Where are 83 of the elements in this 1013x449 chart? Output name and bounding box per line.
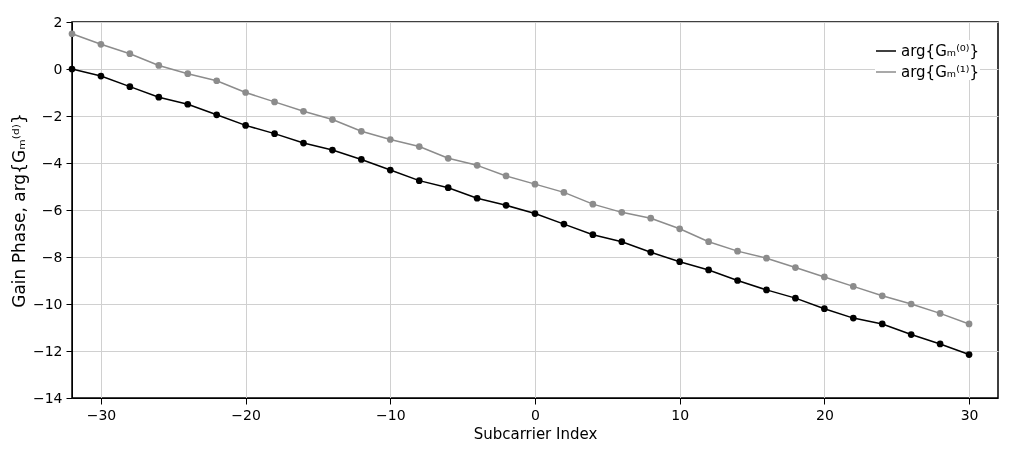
point [647,214,655,222]
point [849,283,857,290]
point [126,50,134,58]
x-axis-title: Subcarrier Index [473,424,598,443]
point [849,314,857,322]
point [647,248,655,256]
y-tick-label: 2 [53,13,63,30]
x-tick-label: −20 [231,406,261,423]
point [763,286,770,294]
point [97,40,105,48]
point [329,116,336,123]
point [792,264,799,271]
point [213,111,221,119]
y-tick-label: −6 [41,201,63,218]
x-tick-label: −30 [86,406,117,423]
y-tick-label: −2 [41,107,63,124]
x-tick-label: 20 [815,406,834,423]
x-tick-label: −10 [376,406,406,423]
point [821,305,828,313]
point [531,210,539,217]
point [155,62,163,69]
point [618,238,626,246]
point [734,247,741,255]
point [126,83,134,90]
y-tick-label: 0 [53,60,63,77]
point [705,238,712,246]
point [300,107,307,115]
point [531,180,539,188]
point [386,136,394,143]
point [386,166,394,174]
point [676,258,684,266]
point [705,266,712,274]
point [184,100,192,108]
x-tick-label: 0 [531,406,540,423]
point [358,127,365,135]
point [473,194,481,202]
point [936,310,944,317]
point [155,93,163,101]
point [734,277,741,284]
point [242,89,249,96]
point [560,220,568,228]
point [965,351,973,358]
point [300,139,307,147]
y-tick-label: −8 [41,248,63,265]
point [415,177,423,184]
point [271,130,278,137]
point [560,189,568,196]
point [763,254,770,262]
point [271,98,278,106]
point [213,77,221,85]
point [965,320,973,328]
legend-label: arg{Gₘ⁽¹⁾} [901,63,980,81]
point [329,146,336,154]
point [936,340,944,348]
point [589,200,597,208]
point [502,172,510,180]
point [907,331,915,338]
point [444,154,452,162]
point [242,122,249,129]
y-tick-label: −4 [41,154,63,171]
point [792,294,799,302]
x-tick-label: 10 [671,406,690,423]
y-tick-label: −10 [32,295,63,312]
point [618,209,626,216]
y-tick-label: −14 [32,389,63,406]
point [878,320,886,328]
point [907,300,915,308]
point [821,273,828,281]
legend-label: arg{Gₘ⁽⁰⁾} [901,42,980,60]
point [589,231,597,239]
y-tick-label: −12 [32,342,63,359]
y-axis-title: Gain Phase, arg{Gₘ⁽ᵈ⁾} [8,113,29,308]
point [473,162,481,169]
point [444,184,452,192]
point [68,30,76,38]
point [184,70,192,78]
point [502,201,510,209]
point [415,143,423,150]
point [97,72,105,80]
point [358,156,365,163]
x-tick-label: 30 [960,406,979,423]
point [676,225,684,233]
point [878,292,886,300]
